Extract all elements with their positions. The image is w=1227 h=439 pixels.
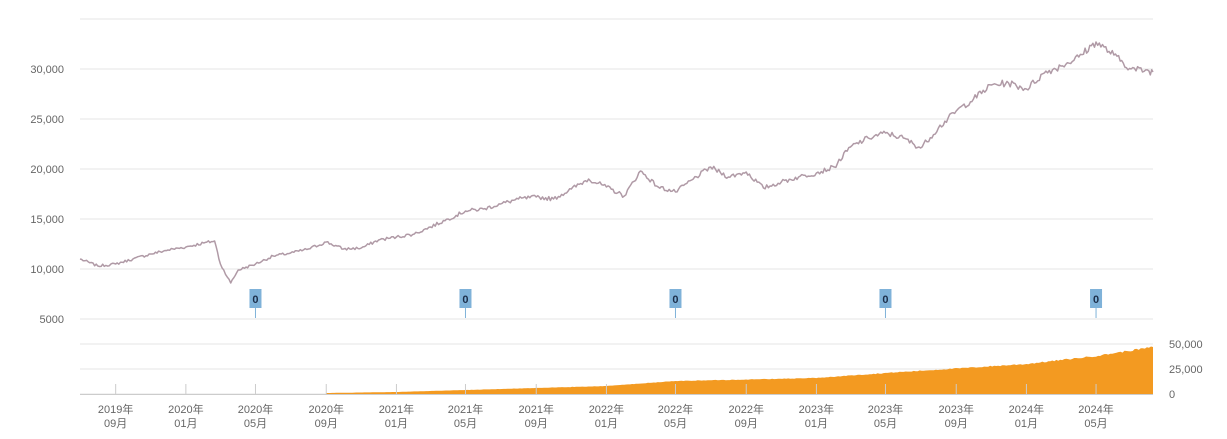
flag-marker: 0 <box>669 289 682 318</box>
x-tick-month: 01月 <box>385 418 408 430</box>
x-tick-month: 09月 <box>104 418 127 430</box>
nav-y-tick-label: 0 <box>1169 389 1175 401</box>
x-axis: 2019年 09月 2020年 01月 2020年 05月 2020年 09月 2021年 01月… <box>80 384 1153 430</box>
price-y-axis: 5000 10,000 15,000 20,000 25,000 30,000 <box>30 64 64 326</box>
x-tick-year: 2023年 <box>799 402 834 416</box>
x-tick-month: 09月 <box>315 418 338 430</box>
x-tick-month: 01月 <box>805 418 828 430</box>
flag-markers: 0 0 0 0 0 <box>249 289 1103 318</box>
x-tick-month: 09月 <box>735 418 758 430</box>
x-tick-year: 2022年 <box>728 402 763 416</box>
flag-label: 0 <box>672 294 678 306</box>
price-grid <box>80 18 1153 320</box>
price-line-group <box>79 41 1154 284</box>
x-tick-year: 2020年 <box>238 402 273 416</box>
flag-marker: 0 <box>879 289 892 318</box>
y-tick-label: 10,000 <box>30 264 64 276</box>
y-tick-label: 5000 <box>40 314 64 326</box>
x-tick-month: 05月 <box>1084 418 1107 430</box>
x-tick-month: 09月 <box>525 418 548 430</box>
flag-marker: 0 <box>249 289 262 318</box>
y-tick-label: 15,000 <box>30 214 64 226</box>
flag-marker: 0 <box>1090 289 1103 318</box>
nav-y-tick-label: 25,000 <box>1169 364 1203 376</box>
navigator-y-axis: 0 25,000 50,000 <box>1169 339 1203 401</box>
flag-marker: 0 <box>459 289 472 318</box>
x-tick-month: 01月 <box>174 418 197 430</box>
price-line <box>79 41 1154 284</box>
nav-y-tick-label: 50,000 <box>1169 339 1203 351</box>
x-tick-year: 2021年 <box>448 402 483 416</box>
x-tick-year: 2022年 <box>589 402 624 416</box>
flag-label: 0 <box>882 294 888 306</box>
x-tick-month: 05月 <box>664 418 687 430</box>
flag-label: 0 <box>252 294 258 306</box>
flag-box <box>459 289 472 308</box>
x-tick-month: 05月 <box>244 418 267 430</box>
flag-box <box>249 289 262 308</box>
x-tick-month: 05月 <box>454 418 477 430</box>
x-tick-month: 05月 <box>874 418 897 430</box>
x-tick-year: 2020年 <box>168 402 203 416</box>
x-tick-month: 09月 <box>945 418 968 430</box>
x-tick-year: 2023年 <box>938 402 973 416</box>
x-tick-year: 2021年 <box>379 402 414 416</box>
x-tick-year: 2020年 <box>309 402 344 416</box>
x-tick-year: 2023年 <box>868 402 903 416</box>
y-tick-label: 20,000 <box>30 164 64 176</box>
y-tick-label: 25,000 <box>30 114 64 126</box>
flag-label: 0 <box>1093 294 1099 306</box>
x-tick-year: 2021年 <box>518 402 553 416</box>
flag-box <box>669 289 682 308</box>
x-tick-year: 2024年 <box>1009 402 1044 416</box>
navigator-area-group <box>326 346 1153 394</box>
navigator-area <box>326 346 1153 394</box>
x-tick-year: 2022年 <box>658 402 693 416</box>
y-tick-label: 30,000 <box>30 64 64 76</box>
x-tick-month: 01月 <box>595 418 618 430</box>
flag-box <box>1090 289 1103 308</box>
flag-box <box>879 289 892 308</box>
flag-label: 0 <box>462 294 468 306</box>
x-tick-year: 2019年 <box>98 402 133 416</box>
x-tick-month: 01月 <box>1015 418 1038 430</box>
x-tick-year: 2024年 <box>1078 402 1113 416</box>
